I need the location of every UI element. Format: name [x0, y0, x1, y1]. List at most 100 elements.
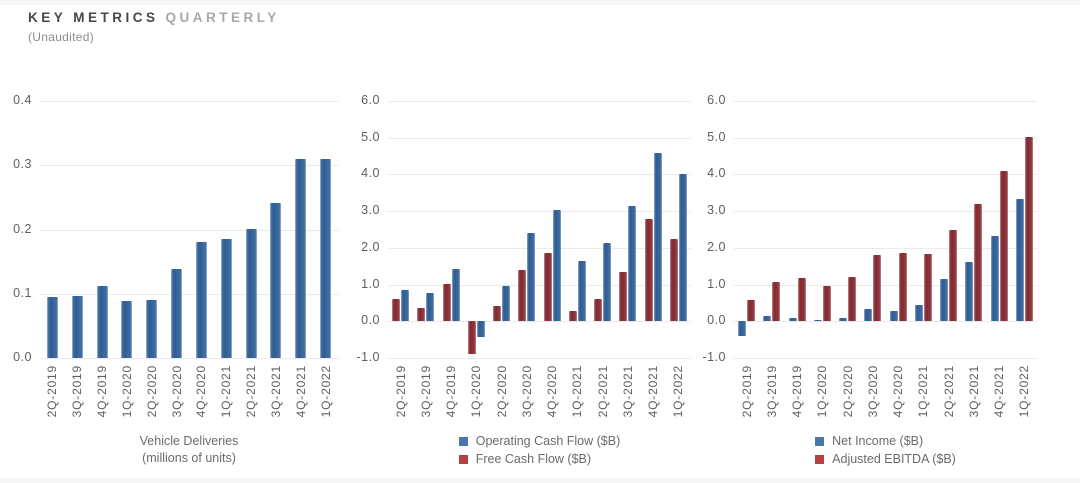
bar-vehicle-deliveries-2q-2021	[245, 228, 257, 358]
y-axis-tick-label: 4.0	[707, 166, 726, 181]
y-axis-tick-label: 1.0	[361, 276, 380, 291]
bar-free-cash-flow-b-4q-2020	[543, 252, 552, 322]
y-axis-tick-label: 0.1	[13, 285, 32, 300]
legend-label-adjusted-ebitda: Adjusted EBITDA ($B)	[832, 452, 956, 466]
bar-net-income-b-3q-2019	[763, 316, 772, 322]
bar-vehicle-deliveries-4q-2019	[96, 286, 108, 358]
bar-free-cash-flow-b-2q-2020	[493, 305, 502, 322]
bar-adjusted-ebitda-b-3q-2019	[772, 281, 781, 322]
bar-adjusted-ebitda-b-4q-2019	[797, 277, 806, 322]
y-axis-tick-label: 0.2	[13, 221, 32, 236]
bar-adjusted-ebitda-b-4q-2020	[898, 253, 907, 322]
bar-free-cash-flow-b-2q-2019	[392, 298, 401, 322]
y-axis-tick-label: 1.0	[707, 276, 726, 291]
y-axis-tick-label: 2.0	[361, 239, 380, 254]
bar-adjusted-ebitda-b-2q-2019	[747, 300, 756, 322]
bar-operating-cash-flow-b-1q-2020	[476, 321, 485, 338]
bar-net-income-b-2q-2019	[738, 321, 747, 337]
bar-operating-cash-flow-b-2q-2021	[603, 243, 612, 322]
bar-vehicle-deliveries-3q-2019	[71, 295, 83, 358]
gridline	[388, 137, 691, 139]
x-axis-tick-label: 2Q-2020	[144, 365, 159, 418]
net-income-swatch-icon	[815, 436, 825, 446]
bar-net-income-b-1q-2020	[813, 320, 822, 322]
bar-vehicle-deliveries-1q-2022	[320, 158, 332, 358]
bar-operating-cash-flow-b-2q-2020	[502, 286, 511, 322]
x-axis-tick-label: 2Q-2020	[840, 365, 855, 418]
y-axis-tick-label: -1.0	[702, 350, 726, 364]
x-axis-tick-label: 4Q-2019	[444, 365, 459, 418]
bar-free-cash-flow-b-4q-2019	[442, 284, 451, 322]
bar-free-cash-flow-b-3q-2021	[619, 272, 628, 322]
gridline	[388, 284, 691, 286]
bar-adjusted-ebitda-b-1q-2021	[923, 253, 932, 322]
legend-label-free-cash-flow: Free Cash Flow ($B)	[475, 452, 592, 466]
operating-cash-flow-swatch-icon	[458, 436, 468, 446]
bar-operating-cash-flow-b-4q-2021	[653, 152, 662, 322]
bar-free-cash-flow-b-2q-2021	[594, 298, 603, 322]
bar-operating-cash-flow-b-3q-2020	[527, 233, 536, 322]
x-axis-tick-label: 2Q-2019	[393, 365, 408, 418]
legend-item-net-income: Net Income ($B)	[815, 432, 956, 450]
bar-net-income-b-3q-2020	[864, 309, 873, 322]
bar-net-income-b-4q-2020	[889, 311, 898, 322]
gridline	[734, 211, 1037, 213]
bar-adjusted-ebitda-b-4q-2021	[999, 171, 1008, 322]
top-divider	[0, 0, 1080, 5]
gridline	[40, 101, 338, 102]
x-axis-tick-label: 1Q-2021	[570, 365, 585, 418]
y-axis-tick-label: 2.0	[707, 239, 726, 254]
gridline	[388, 321, 691, 323]
gridline	[734, 247, 1037, 249]
bottom-divider	[0, 478, 1080, 483]
bar-free-cash-flow-b-3q-2020	[518, 269, 527, 322]
bar-free-cash-flow-b-1q-2021	[568, 310, 577, 322]
bar-vehicle-deliveries-4q-2020	[195, 241, 207, 358]
x-axis-tick-label: 3Q-2019	[70, 365, 85, 418]
gridline	[734, 137, 1037, 139]
y-axis-tick-label: 5.0	[707, 129, 726, 144]
legend-vehicle-deliveries: Vehicle Deliveries (millions of units)	[40, 433, 338, 466]
gridline	[734, 284, 1037, 286]
gridline	[388, 358, 691, 359]
x-axis-tick-label: 4Q-2021	[992, 365, 1007, 418]
legend-vehicle-deliveries-line1: Vehicle Deliveries	[139, 434, 239, 448]
x-axis-tick-label: 2Q-2019	[45, 365, 60, 418]
x-axis-tick-label: 1Q-2020	[469, 365, 484, 418]
gridline	[734, 174, 1037, 176]
bar-operating-cash-flow-b-4q-2020	[552, 210, 561, 322]
gridline	[40, 165, 338, 167]
page-title-secondary: QUARTERLY	[165, 10, 280, 25]
y-axis-tick-label: 4.0	[361, 166, 380, 181]
bar-net-income-b-1q-2022	[1015, 199, 1024, 322]
bar-operating-cash-flow-b-4q-2019	[451, 268, 460, 322]
legend-cash-flow: Operating Cash Flow ($B) Free Cash Flow …	[388, 432, 691, 468]
bar-vehicle-deliveries-3q-2021	[270, 203, 282, 358]
x-axis-tick-label: 3Q-2021	[966, 365, 981, 418]
x-axis-tick-label: 4Q-2020	[891, 365, 906, 418]
y-axis-tick-label: 0.0	[13, 350, 32, 364]
header: KEY METRICS QUARTERLY (Unaudited)	[28, 9, 280, 44]
y-axis-tick-label: 6.0	[707, 93, 726, 107]
x-axis-tick-label: 1Q-2020	[119, 365, 134, 418]
gridline	[40, 358, 338, 359]
bar-net-income-b-2q-2021	[940, 279, 949, 322]
gridline	[40, 229, 338, 231]
legend-item-adjusted-ebitda: Adjusted EBITDA ($B)	[815, 450, 956, 468]
y-axis-tick-label: 6.0	[361, 93, 380, 107]
legend-income-ebitda: Net Income ($B) Adjusted EBITDA ($B)	[734, 432, 1037, 468]
bar-vehicle-deliveries-4q-2021	[295, 159, 307, 358]
bar-vehicle-deliveries-3q-2020	[171, 268, 183, 358]
x-axis-tick-label: 3Q-2021	[268, 365, 283, 418]
gridline	[734, 101, 1037, 102]
x-axis-tick-label: 3Q-2021	[620, 365, 635, 418]
bar-net-income-b-4q-2021	[990, 236, 999, 322]
bar-vehicle-deliveries-1q-2021	[220, 239, 232, 358]
legend-item-operating-cash-flow: Operating Cash Flow ($B)	[458, 432, 620, 450]
gridline	[388, 247, 691, 249]
page-subtitle: (Unaudited)	[28, 30, 95, 44]
bar-vehicle-deliveries-1q-2020	[121, 301, 133, 358]
x-axis-tick-label: 4Q-2019	[95, 365, 110, 418]
bar-adjusted-ebitda-b-1q-2022	[1024, 136, 1033, 322]
legend-vehicle-deliveries-line2: (millions of units)	[142, 450, 236, 465]
